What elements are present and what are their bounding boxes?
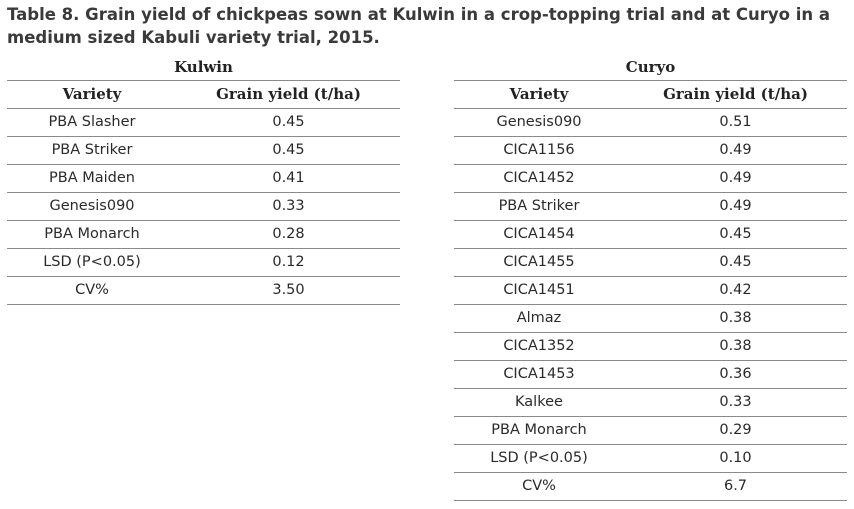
grain-yield-cell: 0.45 [272, 114, 305, 130]
caption-line-1: Table 8. Grain yield of chickpeas sown a… [7, 5, 831, 24]
variety-cell: CICA1156 [503, 142, 575, 158]
grain-yield-cell: 0.28 [272, 226, 305, 242]
grain-yield-cell: 0.38 [719, 310, 752, 326]
grain-yield-cell: 0.38 [719, 338, 752, 354]
grain-yield-cell: 0.45 [719, 254, 752, 270]
grain-yield-cell: 0.12 [272, 254, 305, 270]
variety-cell: Kalkee [515, 394, 563, 410]
variety-cell: CICA1451 [503, 282, 575, 298]
table-row: CICA1352 0.38 [454, 333, 847, 361]
kulwin-table: Kulwin Variety Grain yield (t/ha) PBA Sl… [7, 56, 400, 305]
table-row: Genesis090 0.51 [454, 109, 847, 137]
table-row: CICA1453 0.36 [454, 361, 847, 389]
kulwin-site-title: Kulwin [7, 56, 400, 81]
grain-yield-cell: 3.50 [272, 282, 305, 298]
variety-cell: Almaz [516, 310, 562, 326]
table-row: LSD (P<0.05) 0.12 [7, 249, 400, 277]
table-row: PBA Maiden 0.41 [7, 165, 400, 193]
variety-cell: Genesis090 [496, 114, 582, 130]
variety-cell: PBA Maiden [49, 170, 135, 186]
curyo-header-yield: Grain yield (t/ha) [663, 85, 808, 103]
table-row: PBA Monarch 0.29 [454, 417, 847, 445]
table-row: PBA Slasher 0.45 [7, 109, 400, 137]
variety-cell: LSD (P<0.05) [490, 450, 588, 466]
grain-yield-cell: 0.36 [719, 366, 752, 382]
grain-yield-cell: 6.7 [723, 478, 748, 494]
grain-yield-cell: 0.42 [719, 282, 752, 298]
grain-yield-cell: 0.29 [719, 422, 752, 438]
kulwin-header-yield: Grain yield (t/ha) [216, 85, 361, 103]
grain-yield-cell: 0.45 [719, 226, 752, 242]
curyo-header-row: Variety Grain yield (t/ha) [454, 81, 847, 109]
variety-cell: PBA Striker [498, 198, 580, 214]
variety-cell: PBA Monarch [44, 226, 140, 242]
variety-cell: CV% [522, 478, 556, 494]
grain-yield-cell: 0.51 [719, 114, 752, 130]
variety-cell: CICA1453 [503, 366, 575, 382]
table-row: CICA1454 0.45 [454, 221, 847, 249]
variety-cell: PBA Striker [51, 142, 133, 158]
table-row: CICA1451 0.42 [454, 277, 847, 305]
table-row: CV% 3.50 [7, 277, 400, 305]
variety-cell: LSD (P<0.05) [43, 254, 141, 270]
variety-cell: CICA1454 [503, 226, 575, 242]
variety-cell: PBA Slasher [48, 114, 136, 130]
variety-cell: CICA1352 [503, 338, 575, 354]
grain-yield-cell: 0.10 [719, 450, 752, 466]
table-row: Kalkee 0.33 [454, 389, 847, 417]
grain-yield-cell: 0.49 [719, 198, 752, 214]
caption-line-2: medium sized Kabuli variety trial, 2015. [7, 28, 380, 47]
table-row: LSD (P<0.05) 0.10 [454, 445, 847, 473]
table-row: CICA1452 0.49 [454, 165, 847, 193]
grain-yield-cell: 0.41 [272, 170, 305, 186]
curyo-table: Curyo Variety Grain yield (t/ha) Genesis… [454, 56, 847, 501]
table-row: CICA1455 0.45 [454, 249, 847, 277]
table-row: PBA Striker 0.49 [454, 193, 847, 221]
table-row: PBA Monarch 0.28 [7, 221, 400, 249]
grain-yield-cell: 0.49 [719, 170, 752, 186]
grain-yield-cell: 0.33 [272, 198, 305, 214]
grain-yield-cell: 0.33 [719, 394, 752, 410]
grain-yield-cell: 0.49 [719, 142, 752, 158]
variety-cell: PBA Monarch [491, 422, 587, 438]
variety-cell: CV% [75, 282, 109, 298]
grain-yield-cell: 0.45 [272, 142, 305, 158]
kulwin-header-row: Variety Grain yield (t/ha) [7, 81, 400, 109]
curyo-table-body: Genesis090 0.51 CICA1156 0.49 CICA1452 0.49 PB… [454, 109, 847, 501]
table-caption: Table 8. Grain yield of chickpeas sown a… [7, 3, 837, 49]
curyo-site-title: Curyo [454, 56, 847, 81]
table-row: CICA1156 0.49 [454, 137, 847, 165]
table-row: Genesis090 0.33 [7, 193, 400, 221]
variety-cell: Genesis090 [49, 198, 135, 214]
curyo-header-variety: Variety [509, 85, 569, 103]
kulwin-header-variety: Variety [62, 85, 122, 103]
table-row: Almaz 0.38 [454, 305, 847, 333]
table-row: PBA Striker 0.45 [7, 137, 400, 165]
variety-cell: CICA1455 [503, 254, 575, 270]
variety-cell: CICA1452 [503, 170, 575, 186]
table-row: CV% 6.7 [454, 473, 847, 501]
kulwin-table-body: PBA Slasher 0.45 PBA Striker 0.45 PBA Maiden… [7, 109, 400, 305]
